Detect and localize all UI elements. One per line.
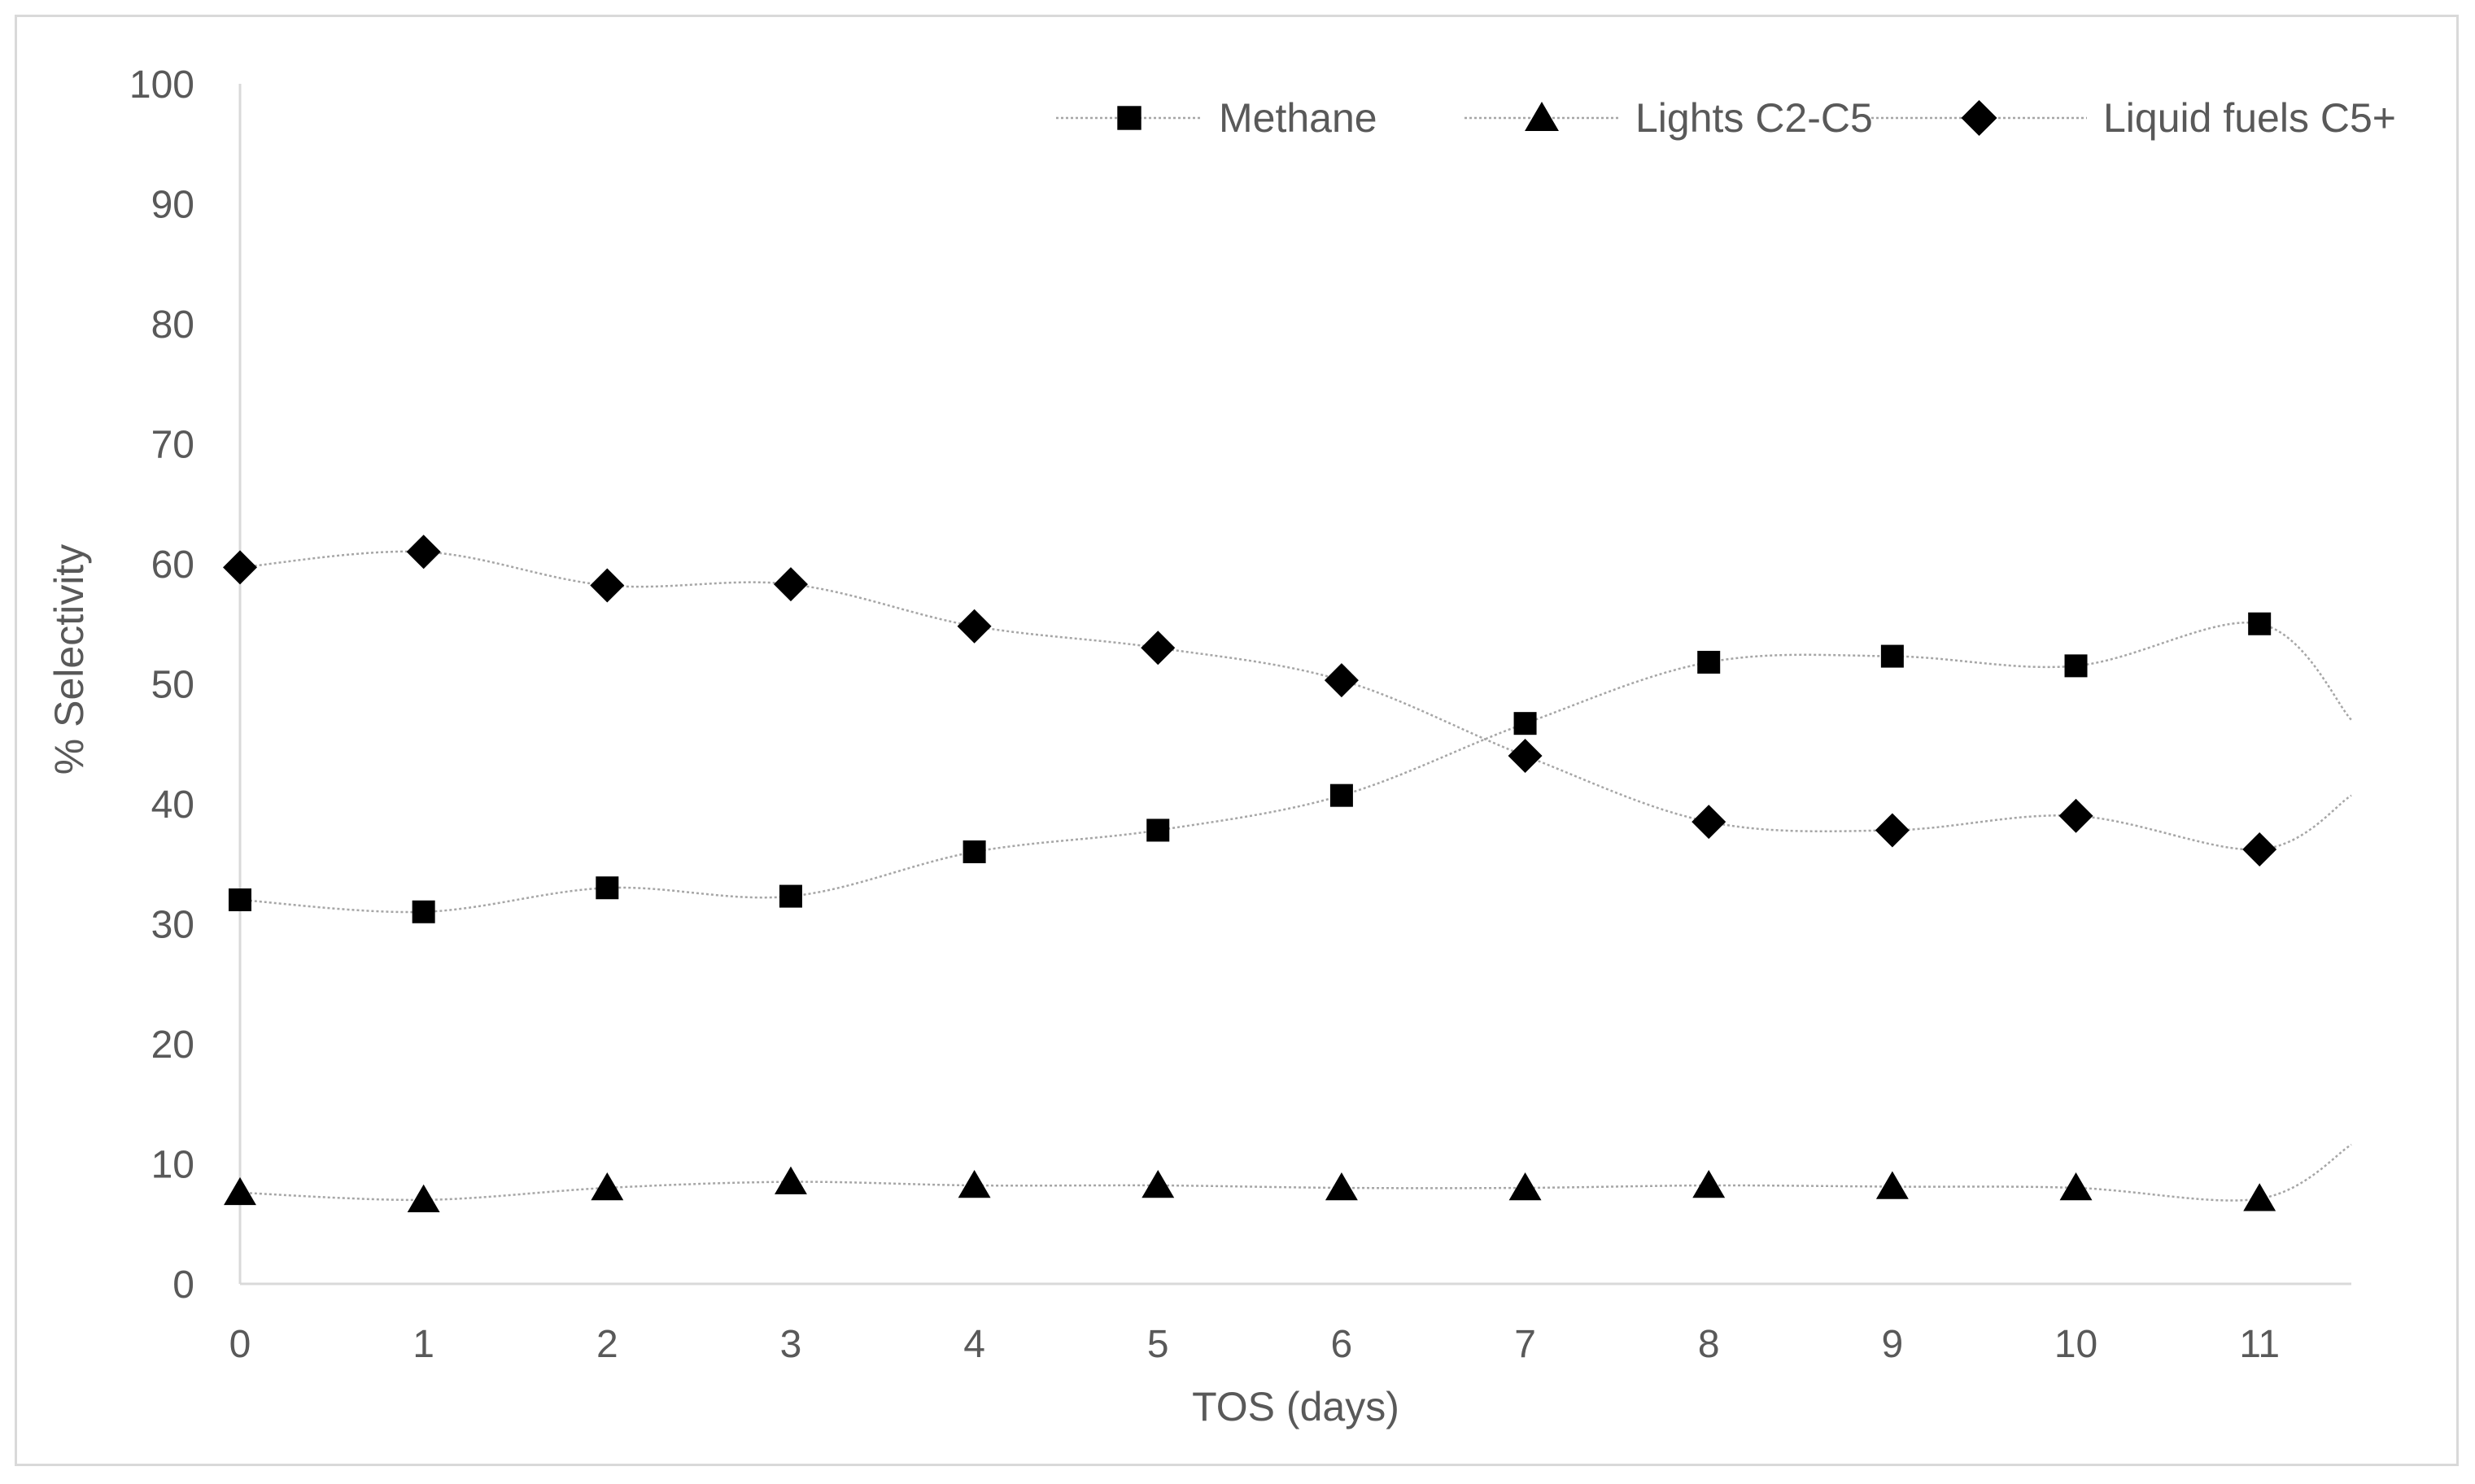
data-point xyxy=(407,1184,440,1212)
data-point xyxy=(1141,1170,1175,1198)
legend-label: Liquid fuels C5+ xyxy=(2103,95,2396,141)
data-point xyxy=(2242,832,2277,867)
data-point xyxy=(2064,654,2088,678)
data-point xyxy=(412,900,435,923)
data-point xyxy=(775,1166,807,1194)
data-point xyxy=(962,840,986,863)
legend-item: Methane xyxy=(1056,95,1377,141)
series-line xyxy=(239,1143,2352,1202)
x-tick-label: 11 xyxy=(2239,1323,2280,1366)
x-axis: 0 1 2 3 4 5 6 7 8 9 10 11 xyxy=(229,1282,2351,1366)
data-point xyxy=(590,568,625,603)
x-tick-label: 0 xyxy=(229,1323,251,1366)
series-methane xyxy=(229,612,2352,923)
data-point xyxy=(1324,663,1359,698)
chart-frame xyxy=(15,15,2459,1466)
y-tick-label: 80 xyxy=(151,303,194,347)
y-tick-label: 10 xyxy=(151,1144,194,1187)
x-tick-label: 4 xyxy=(963,1323,985,1366)
x-tick-label: 6 xyxy=(1331,1323,1353,1366)
data-point xyxy=(1692,1170,1726,1198)
y-axis-title: % Selectivity xyxy=(46,544,92,775)
legend-label: Lights C2-C5 xyxy=(1635,95,1873,141)
series-line xyxy=(239,550,2352,851)
series-line xyxy=(239,622,2352,914)
data-point xyxy=(2059,1172,2093,1201)
x-tick-label: 5 xyxy=(1147,1323,1169,1366)
x-tick-label: 3 xyxy=(780,1323,802,1366)
data-point xyxy=(779,884,802,908)
y-tick-label: 30 xyxy=(151,904,194,947)
data-point xyxy=(406,535,441,570)
legend-item: Liquid fuels C5+ xyxy=(1871,95,2396,141)
data-point xyxy=(1141,631,1176,666)
data-point xyxy=(2058,798,2093,833)
data-point xyxy=(773,567,808,602)
data-point xyxy=(596,876,619,900)
series-liquid-fuels-c5- xyxy=(223,535,2352,867)
data-point xyxy=(1513,712,1537,735)
series-lights-c2-c5 xyxy=(224,1143,2352,1212)
data-point xyxy=(957,609,992,644)
data-point xyxy=(1875,813,1910,848)
y-tick-label: 100 xyxy=(129,63,194,107)
y-tick-label: 20 xyxy=(151,1024,194,1067)
legend: Methane Lights C2-C5 Liquid fuels C5+ xyxy=(1056,95,2396,141)
data-point xyxy=(1325,1172,1358,1201)
y-tick-label: 40 xyxy=(151,783,194,827)
data-point xyxy=(1880,644,1904,668)
data-point xyxy=(2243,1183,2276,1211)
y-axis: 0 10 20 30 40 50 60 70 80 90 100 xyxy=(129,63,242,1307)
legend-marker xyxy=(1117,106,1141,130)
legend-item: Lights C2-C5 xyxy=(1464,95,1873,141)
x-tick-label: 8 xyxy=(1698,1323,1720,1366)
legend-marker xyxy=(1961,99,1997,137)
x-axis-title: TOS (days) xyxy=(1192,1384,1399,1429)
legend-label: Methane xyxy=(1219,95,1377,141)
data-point xyxy=(2248,612,2272,635)
data-point xyxy=(958,1170,991,1198)
series-layer xyxy=(223,535,2352,1212)
x-tick-label: 7 xyxy=(1514,1323,1536,1366)
data-point xyxy=(1875,1171,1909,1199)
data-point xyxy=(1329,783,1353,807)
data-point xyxy=(229,888,251,911)
data-point xyxy=(1508,1172,1542,1201)
y-tick-label: 90 xyxy=(151,184,194,227)
legend-marker xyxy=(1525,102,1559,131)
y-tick-label: 60 xyxy=(151,543,194,587)
data-point xyxy=(591,1172,624,1201)
y-tick-label: 0 xyxy=(172,1264,194,1307)
x-tick-label: 10 xyxy=(2054,1323,2097,1366)
x-tick-label: 9 xyxy=(1882,1323,1904,1366)
x-tick-label: 2 xyxy=(596,1323,618,1366)
data-point xyxy=(1697,650,1721,674)
data-point xyxy=(224,1176,256,1206)
data-point xyxy=(1508,739,1543,773)
data-point xyxy=(1146,818,1170,842)
x-tick-label: 1 xyxy=(412,1323,434,1366)
y-tick-label: 50 xyxy=(151,664,194,707)
data-point xyxy=(223,550,257,585)
data-point xyxy=(1691,805,1726,840)
y-tick-label: 70 xyxy=(151,424,194,467)
